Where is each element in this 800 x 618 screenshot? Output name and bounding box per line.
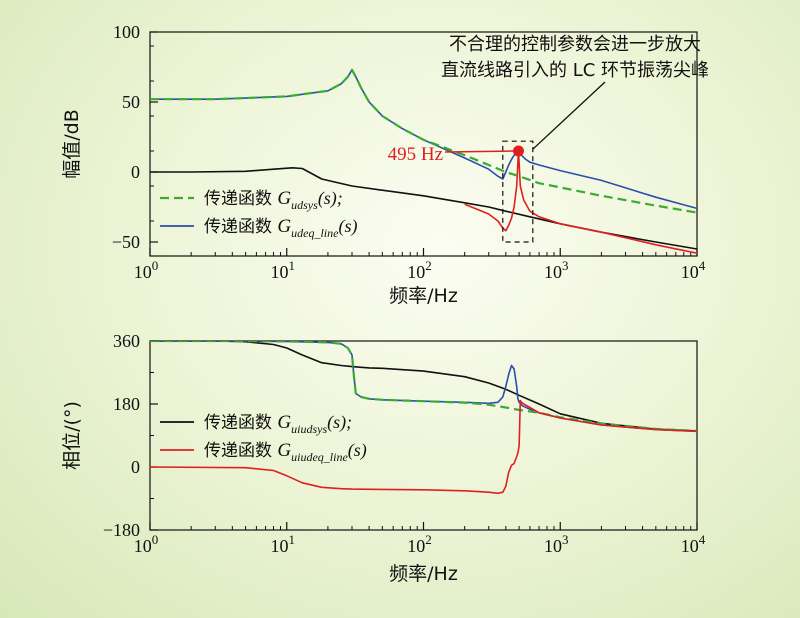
resonance-marker [512, 145, 524, 157]
plot-frame [149, 340, 698, 531]
series-group [150, 341, 697, 495]
y-tick-label: 0 [131, 162, 140, 182]
series-line [150, 341, 697, 432]
x-tick-label: 102 [407, 532, 432, 556]
series-line [150, 68, 697, 214]
x-tick-label: 103 [544, 532, 569, 556]
y-tick-label: 50 [122, 92, 140, 112]
legend-label: 传递函数 Gudsys(s); [204, 188, 343, 212]
y-tick-label: −180 [103, 520, 140, 540]
series-group [150, 68, 697, 254]
x-tick-label: 102 [407, 258, 432, 282]
x-axis-label: 频率/Hz [389, 563, 458, 585]
marker-label: 495 Hz [388, 144, 443, 165]
x-tick-label: 101 [271, 532, 296, 556]
legend-label: 传递函数 Guiudeq_line(s) [204, 440, 367, 464]
x-tick-label: 103 [544, 258, 569, 282]
y-tick-label: 0 [131, 457, 140, 477]
chart-panel-phase: 100 101 102 103 104 360 180 0 −180 频率/Hz 相位/(°) 传递函… [61, 331, 706, 585]
highlight-box [502, 140, 534, 243]
annotation-text: 不合理的控制参数会进一步放大 [449, 34, 701, 55]
chart-panel-magnitude: 100 101 102 103 104 100 50 0 −50 频率/Hz 幅值/dB 传递函数 G… [61, 22, 709, 307]
x-tick-label: 104 [681, 258, 706, 282]
y-tick-label: 180 [113, 394, 140, 414]
legend-label: 传递函数 Gudeq_line(s) [204, 216, 357, 240]
x-tick-label: 101 [271, 258, 296, 282]
y-tick-label: 360 [113, 331, 140, 351]
annotation-leader [532, 81, 606, 150]
y-tick-label: 100 [113, 22, 140, 42]
x-tick-label: 100 [134, 258, 159, 282]
series-line [464, 150, 697, 254]
y-axis-label: 相位/(°) [61, 401, 83, 470]
marker-leader [444, 150, 516, 153]
annotation-text: 直流线路引入的 LC 环节振荡尖峰 [441, 60, 709, 81]
legend-label: 传递函数 Guiudsys(s); [204, 412, 352, 436]
y-tick-label: −50 [112, 232, 140, 252]
x-axis-label: 频率/Hz [389, 285, 458, 307]
x-tick-label: 104 [681, 532, 706, 556]
series-line [150, 399, 697, 495]
x-tick-label: 100 [134, 532, 159, 556]
y-axis-label: 幅值/dB [61, 109, 83, 179]
